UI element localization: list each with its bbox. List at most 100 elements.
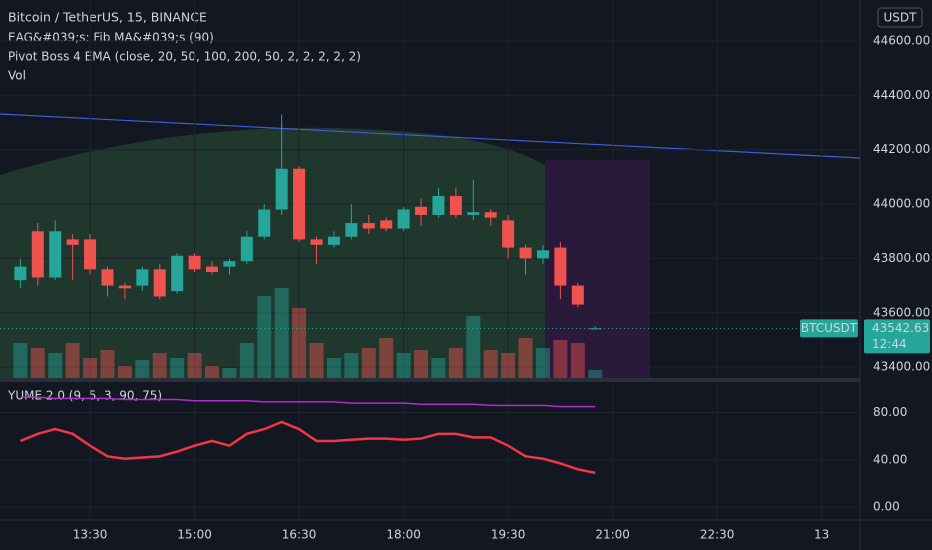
candle-body [380,220,393,229]
volume-bar [396,353,411,378]
y-tick-label: 43400.00 [873,360,930,374]
volume-bar [501,353,516,378]
candle-body [171,255,184,292]
oscillator-title: YUME 2.0 (9, 5, 3, 90, 75) [7,389,162,403]
volume-bar [274,288,289,378]
candle-body [84,239,97,270]
candle-body [484,212,497,218]
x-tick-label: 13 [814,528,829,542]
volume-bar [239,343,254,378]
volume-bar [570,343,585,378]
candle-body [415,206,428,215]
symbol-label-box [800,319,858,338]
x-tick-label: 13:30 [73,528,108,542]
y-tick-label: 40.00 [873,452,907,466]
candle-body [502,220,515,248]
volume-bar [222,368,237,378]
oscillator-line [20,396,596,408]
y-tick-label: 43600.00 [873,305,930,319]
volume-bar [588,370,603,378]
candle-body [188,255,201,270]
volume-bar [187,353,202,378]
volume-bar [152,353,167,378]
candle-body [275,168,288,210]
volume-bar [65,343,80,378]
pane-separator [0,378,860,382]
candle-body [240,236,253,262]
volume-bar [379,338,394,378]
indicator-legend: Vol [8,69,26,83]
oscillator-line [19,420,596,475]
y-tick-label: 44600.00 [873,34,930,48]
indicator-legend: Pivot Boss 4 EMA (close, 20, 50, 100, 20… [8,50,361,64]
volume-bar [414,350,429,378]
y-tick-label: 44200.00 [873,142,930,156]
y-tick-label: 44400.00 [873,88,930,102]
volume-bar [83,358,98,378]
candle-body [310,239,323,245]
volume-bar [535,348,550,378]
volume-bar [117,366,132,378]
candle-body [205,266,218,273]
volume-bar [257,296,272,378]
candle-body [223,261,236,267]
chart-title: Bitcoin / TetherUS, 15, BINANCE [8,10,207,25]
y-tick-label: 43800.00 [873,251,930,265]
candle-body [258,209,271,237]
x-tick-label: 18:00 [386,528,421,542]
x-tick-label: 19:30 [491,528,526,542]
countdown: 12:44 [872,337,907,351]
cloud [0,127,545,378]
candle-body [467,212,480,215]
volume-bar [361,348,376,378]
indicator-legend: EAG&#039;s: Fib MA&#039;s (90) [8,31,214,45]
currency: USDT [884,11,918,25]
price-label-box [864,319,930,354]
candle-body [293,168,306,240]
candle-body [432,195,445,215]
candle-body [362,223,375,229]
candle-body [554,247,567,286]
candle-body [66,239,79,245]
candle-body [345,223,358,237]
candle-body [536,250,549,259]
candle-body [589,328,602,330]
candle-body [519,247,532,259]
volume-bar [100,350,115,378]
volume-bar [326,358,341,378]
volume-bar [30,348,45,378]
volume-bar [344,353,359,378]
x-tick-label: 16:30 [282,528,317,542]
x-tick-label: 21:00 [595,528,630,542]
x-tick-label: 22:30 [700,528,735,542]
candle-body [153,269,166,297]
candle-body [101,269,114,286]
y-tick-label: 0.00 [873,500,900,514]
candle-body [136,269,149,286]
candle-body [31,231,44,278]
volume-bar [466,316,481,378]
volume-bar [431,358,446,378]
volume-bar [170,358,185,378]
candle-body [49,231,62,278]
candle-body [449,195,462,215]
volume-bar [204,366,219,378]
candle-body [118,285,131,289]
x-tick-label: 15:00 [177,528,212,542]
volume-bar [135,360,150,378]
volume-bar [483,350,498,378]
currency-box[interactable] [877,7,923,28]
candle-body [571,285,584,305]
volume-bar [292,308,307,378]
symbol-label: BTCUSDT [801,321,858,335]
candle-body [14,266,27,281]
volume-bar [13,343,28,378]
volume-bar [518,338,533,378]
volume-bar [553,340,568,378]
volume-bar [448,348,463,378]
y-tick-label: 44000.00 [873,197,930,211]
y-tick-label: 80.00 [873,405,907,419]
volume-bar [48,353,63,378]
